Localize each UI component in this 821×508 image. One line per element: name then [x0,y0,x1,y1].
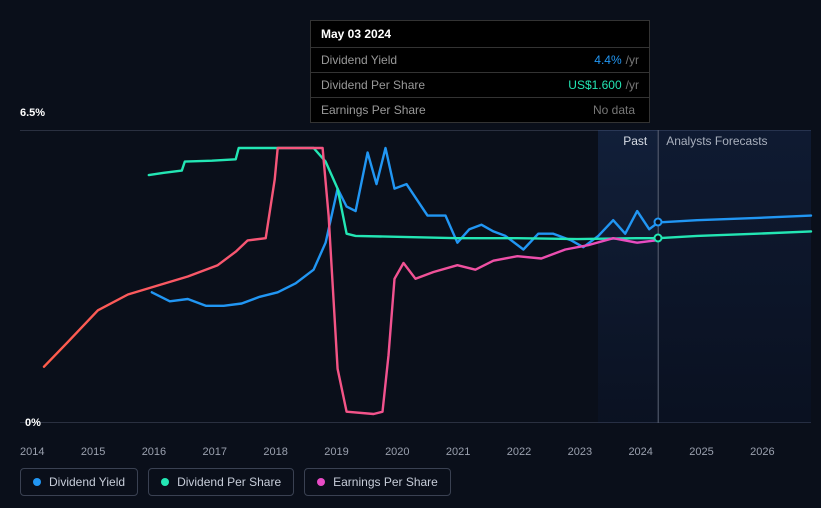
x-axis-tick: 2018 [263,446,324,458]
x-axis-tick: 2021 [446,446,507,458]
tooltip-row-unit: /yr [626,53,639,67]
tooltip-row-unit: /yr [626,78,639,92]
x-axis-tick: 2026 [750,446,811,458]
chart-plot-area: 6.5% 0% Past Analysts Forecasts [20,110,811,438]
x-axis: 2014201520162017201820192020202120222023… [20,446,811,458]
legend-dot-icon [161,478,169,486]
legend-label: Earnings Per Share [333,475,438,489]
x-axis-tick: 2019 [324,446,385,458]
x-axis-tick: 2015 [81,446,142,458]
tooltip-date: May 03 2024 [311,21,649,48]
chart-svg [20,110,811,438]
x-axis-tick: 2014 [20,446,81,458]
legend-item[interactable]: Dividend Per Share [148,468,294,496]
x-axis-tick: 2022 [507,446,568,458]
tooltip-row-value: 4.4% [594,53,621,67]
tooltip-row-label: Dividend Yield [321,53,594,67]
tooltip-row-value: US$1.600 [568,78,621,92]
chart-tooltip: May 03 2024 Dividend Yield4.4%/yrDividen… [310,20,650,123]
x-axis-tick: 2017 [203,446,264,458]
x-axis-tick: 2016 [142,446,203,458]
tooltip-row: Dividend Per ShareUS$1.600/yr [311,73,649,98]
series-line [44,148,655,414]
tooltip-row: Dividend Yield4.4% /yr [311,48,649,73]
legend-label: Dividend Per Share [177,475,281,489]
legend-dot-icon [33,478,41,486]
series-marker [654,234,663,243]
legend-label: Dividend Yield [49,475,125,489]
x-axis-tick: 2020 [385,446,446,458]
legend-item[interactable]: Earnings Per Share [304,468,451,496]
x-axis-tick: 2023 [568,446,629,458]
x-axis-tick: 2024 [628,446,689,458]
chart-legend: Dividend Yield Dividend Per Share Earnings… [20,468,451,496]
legend-item[interactable]: Dividend Yield [20,468,138,496]
tooltip-row-label: Dividend Per Share [321,78,568,92]
x-axis-tick: 2025 [689,446,750,458]
series-marker [654,218,663,227]
series-line [152,148,811,306]
legend-dot-icon [317,478,325,486]
